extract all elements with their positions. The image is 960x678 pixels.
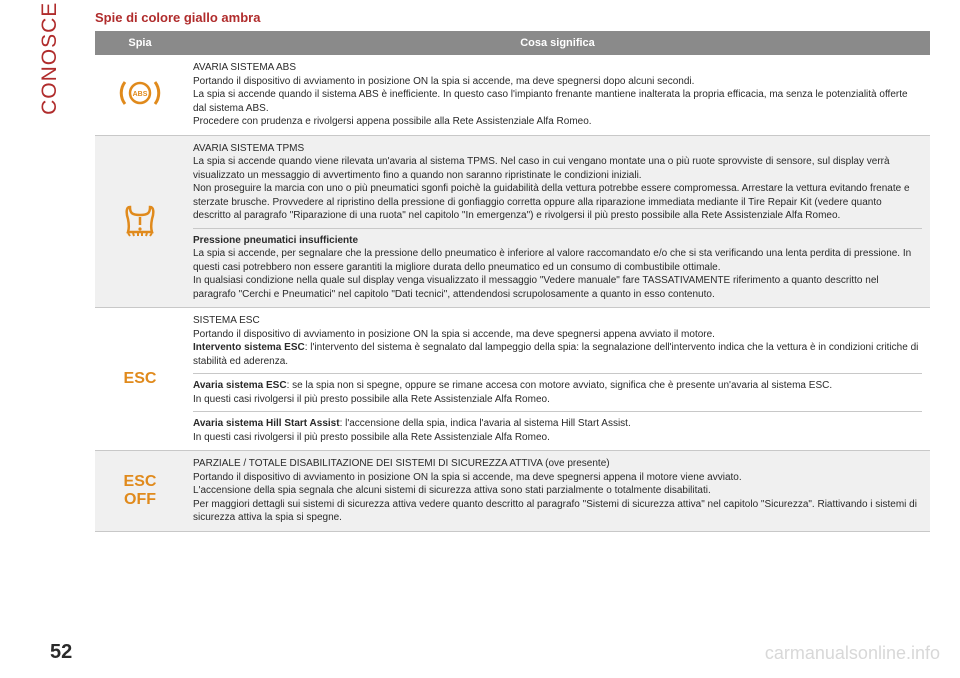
section-title: Spie di colore giallo ambra <box>95 10 930 25</box>
page-number: 52 <box>50 641 72 664</box>
warning-lights-table: Spia Cosa significa ABS AVARIA SISTEMA AB… <box>95 31 930 532</box>
block-body: La spia si accende quando viene rilevata… <box>193 155 922 223</box>
table-row: ESCOFF PARZIALE / TOTALE DISABILITAZIONE … <box>95 451 930 532</box>
sidebar-section-label: CONOSCENZA DEL QUADRO STRUMENTI <box>38 0 62 115</box>
block-title-bold: Pressione pneumatici insufficiente <box>193 234 922 248</box>
block-title: AVARIA SISTEMA TPMS <box>193 142 922 156</box>
table-row: ABS AVARIA SISTEMA ABSPortando il disposi… <box>95 55 930 135</box>
description-block: PARZIALE / TOTALE DISABILITAZIONE DEI SI… <box>193 457 922 525</box>
page-content: Spie di colore giallo ambra Spia Cosa si… <box>95 10 930 532</box>
block-body: Portando il dispositivo di avviamento in… <box>193 471 922 525</box>
svg-text:ABS: ABS <box>133 91 148 98</box>
watermark: carmanualsonline.info <box>765 643 940 664</box>
description-cell: SISTEMA ESCPortando il dispositivo di av… <box>185 308 930 451</box>
icon-cell: ESCOFF <box>95 451 185 532</box>
block-body: Portando il dispositivo di avviamento in… <box>193 328 922 342</box>
sub-separator <box>193 228 922 229</box>
col-header-spia: Spia <box>95 31 185 55</box>
description-block: AVARIA SISTEMA TPMSLa spia si accende qu… <box>193 142 922 223</box>
icon-cell <box>95 135 185 308</box>
table-row: AVARIA SISTEMA TPMSLa spia si accende qu… <box>95 135 930 308</box>
block-body: Portando il dispositivo di avviamento in… <box>193 75 922 129</box>
description-cell: AVARIA SISTEMA ABSPortando il dispositiv… <box>185 55 930 135</box>
tpms-icon <box>120 199 160 239</box>
table-row: ESC SISTEMA ESCPortando il dispositivo di… <box>95 308 930 451</box>
description-cell: AVARIA SISTEMA TPMSLa spia si accende qu… <box>185 135 930 308</box>
abs-icon: ABS <box>118 76 162 110</box>
block-title: PARZIALE / TOTALE DISABILITAZIONE DEI SI… <box>193 457 922 471</box>
sub-separator <box>193 411 922 412</box>
col-header-cosa: Cosa significa <box>185 31 930 55</box>
block-inline: Avaria sistema Hill Start Assist: l'acce… <box>193 417 922 444</box>
esc-icon: ESC <box>124 370 157 388</box>
icon-cell: ESC <box>95 308 185 451</box>
esc_off-icon: ESCOFF <box>124 473 157 508</box>
description-block: Pressione pneumatici insufficienteLa spi… <box>193 234 922 302</box>
description-cell: PARZIALE / TOTALE DISABILITAZIONE DEI SI… <box>185 451 930 532</box>
block-inline: Avaria sistema ESC: se la spia non si sp… <box>193 379 922 406</box>
description-block: AVARIA SISTEMA ABSPortando il dispositiv… <box>193 61 922 129</box>
icon-cell: ABS <box>95 55 185 135</box>
description-block: Avaria sistema ESC: se la spia non si sp… <box>193 379 922 406</box>
block-title: SISTEMA ESC <box>193 314 922 328</box>
block-body: La spia si accende, per segnalare che la… <box>193 247 922 301</box>
description-block: Avaria sistema Hill Start Assist: l'acce… <box>193 417 922 444</box>
sub-separator <box>193 373 922 374</box>
block-inline: Intervento sistema ESC: l'intervento del… <box>193 341 922 368</box>
description-block: SISTEMA ESCPortando il dispositivo di av… <box>193 314 922 368</box>
block-title: AVARIA SISTEMA ABS <box>193 61 922 75</box>
